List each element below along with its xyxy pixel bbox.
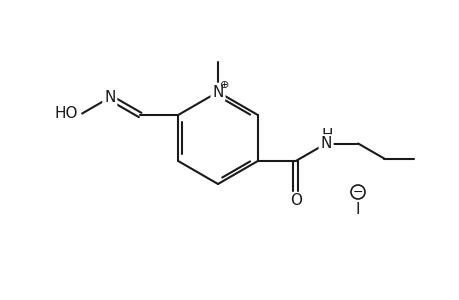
- Text: N: N: [212, 85, 223, 100]
- Text: I: I: [355, 202, 359, 217]
- Text: O: O: [289, 193, 301, 208]
- Text: HO: HO: [55, 106, 78, 121]
- Text: N: N: [320, 136, 331, 151]
- Text: N: N: [104, 90, 115, 105]
- Text: H: H: [321, 128, 332, 143]
- Text: −: −: [352, 185, 363, 199]
- Text: ⊕: ⊕: [220, 80, 229, 90]
